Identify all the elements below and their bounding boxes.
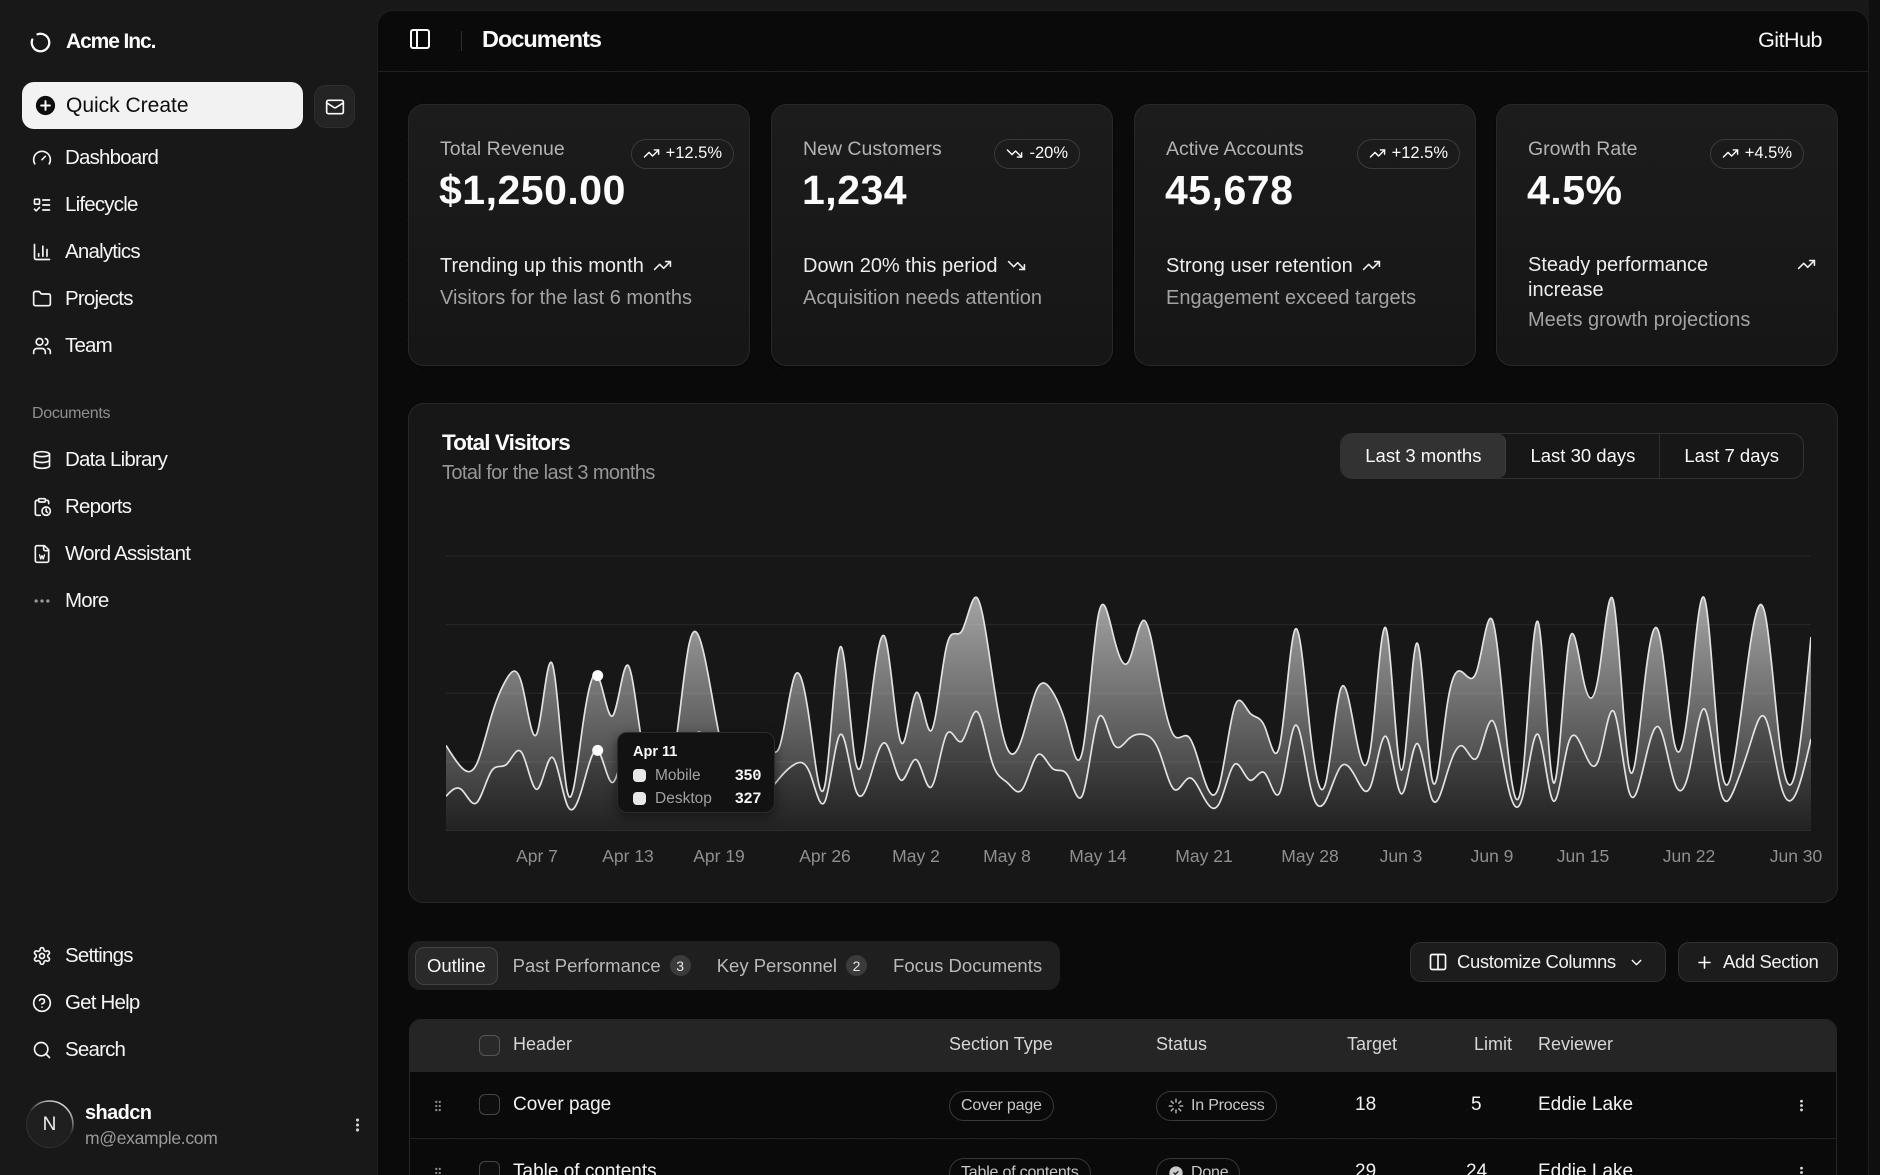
svg-text:Apr 26: Apr 26 <box>799 846 851 866</box>
svg-text:Apr 13: Apr 13 <box>602 846 654 866</box>
svg-text:Jun 30: Jun 30 <box>1770 846 1823 866</box>
svg-text:May 28: May 28 <box>1281 846 1338 866</box>
svg-text:May 2: May 2 <box>892 846 940 866</box>
svg-text:May 21: May 21 <box>1175 846 1232 866</box>
svg-text:May 8: May 8 <box>983 846 1031 866</box>
svg-text:May 14: May 14 <box>1069 846 1127 866</box>
svg-text:Jun 9: Jun 9 <box>1471 846 1514 866</box>
svg-text:Apr 19: Apr 19 <box>693 846 745 866</box>
svg-text:Jun 15: Jun 15 <box>1557 846 1610 866</box>
svg-text:Jun 22: Jun 22 <box>1663 846 1716 866</box>
svg-text:Jun 3: Jun 3 <box>1380 846 1423 866</box>
svg-text:Apr 7: Apr 7 <box>516 846 558 866</box>
